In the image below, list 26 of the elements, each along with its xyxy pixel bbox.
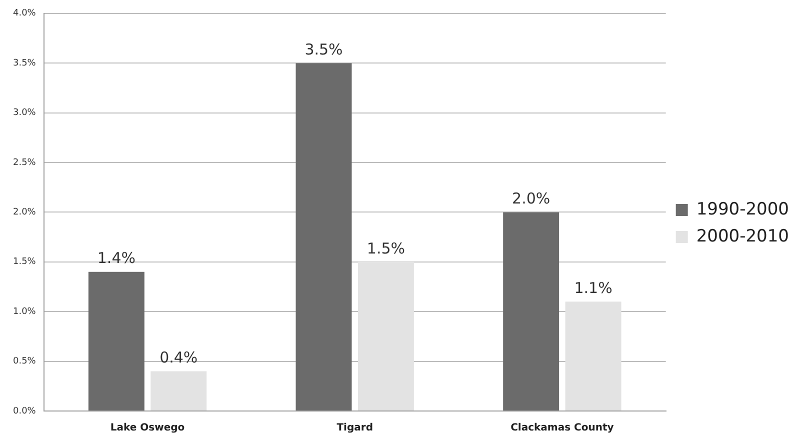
data-label: 1.5%: [366, 239, 406, 258]
data-label: 1.4%: [97, 249, 136, 268]
bar: [358, 262, 414, 410]
x-tick-label: Tigard: [336, 422, 373, 434]
y-tick-label: 0.0%: [12, 406, 36, 416]
y-tick-label: 2.5%: [12, 158, 36, 168]
bar: [565, 302, 622, 410]
y-tick-label: 2.0%: [12, 208, 36, 218]
y-tick-label: 4.0%: [12, 8, 36, 19]
bar: [88, 272, 144, 410]
legend-label: 1990-2000: [696, 199, 790, 220]
data-label: 1.1%: [574, 279, 612, 298]
y-tick-label: 3.0%: [12, 108, 36, 118]
y-tick-label: 3.5%: [12, 58, 36, 68]
bar: [503, 212, 560, 410]
bar: [296, 63, 352, 410]
y-tick-label: 1.5%: [12, 257, 36, 268]
x-tick-label: Lake Oswego: [110, 422, 185, 434]
data-label: 2.0%: [512, 190, 550, 208]
bar: [150, 371, 207, 410]
data-label: 0.4%: [160, 348, 198, 367]
x-tick-label: Clackamas County: [510, 422, 614, 434]
y-tick-label: 1.0%: [12, 306, 36, 317]
data-label: 3.5%: [304, 40, 343, 58]
legend-label: 2000-2010: [696, 226, 790, 246]
y-tick-label: 0.5%: [12, 356, 36, 367]
